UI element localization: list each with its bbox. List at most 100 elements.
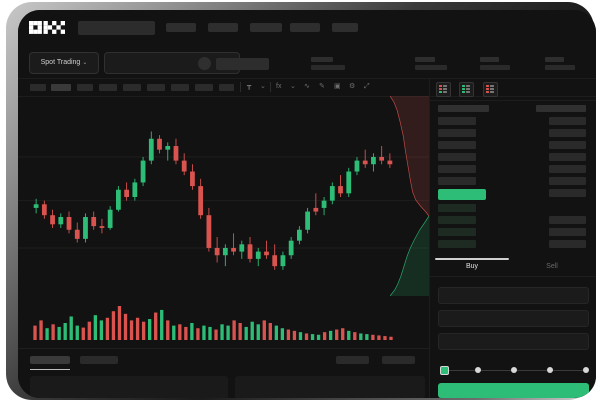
orderbook-ask-row[interactable] bbox=[438, 117, 476, 125]
slider-node-25[interactable] bbox=[475, 367, 481, 373]
slider-node-75[interactable] bbox=[547, 367, 553, 373]
orderbook-ask-amount bbox=[549, 117, 586, 125]
stat-24h-low bbox=[415, 57, 447, 70]
nav-item-1[interactable] bbox=[166, 23, 196, 32]
stat-value bbox=[545, 65, 575, 70]
indicators-icon[interactable]: fх bbox=[276, 83, 282, 90]
total-field[interactable] bbox=[438, 333, 589, 350]
tab-buy[interactable]: Buy bbox=[465, 263, 479, 270]
amount-percentage-slider[interactable] bbox=[440, 366, 590, 376]
tabs-divider bbox=[430, 276, 596, 277]
timeframe-button-3[interactable] bbox=[77, 84, 93, 91]
tab-sell[interactable]: Sell bbox=[546, 263, 558, 270]
orderbook-divider bbox=[430, 100, 596, 101]
timeframe-button-7[interactable] bbox=[171, 84, 189, 91]
order-book[interactable] bbox=[430, 102, 596, 256]
orderbook-ask-row[interactable] bbox=[438, 153, 476, 161]
coin-name-placeholder bbox=[216, 58, 269, 70]
timeframe-button-6[interactable] bbox=[147, 84, 165, 91]
stat-value bbox=[415, 65, 447, 70]
slider-node-50[interactable] bbox=[511, 367, 517, 373]
timeframe-button-5[interactable] bbox=[123, 84, 141, 91]
stat-24h-change bbox=[545, 57, 575, 70]
orderbook-bid-row[interactable] bbox=[438, 216, 476, 224]
orderbook-ask-row[interactable] bbox=[438, 165, 476, 173]
toolbar-divider bbox=[240, 82, 241, 92]
chevron-down-icon[interactable]: ⌄ bbox=[260, 83, 266, 90]
bottom-card-2 bbox=[235, 376, 425, 398]
bottom-tab-open-orders[interactable] bbox=[30, 356, 70, 364]
bottom-tab-active-underline bbox=[30, 369, 70, 370]
orderbook-mode-asks[interactable] bbox=[482, 82, 498, 97]
line-wave-icon[interactable]: ∿ bbox=[304, 83, 310, 90]
timeframe-button-2[interactable] bbox=[51, 84, 71, 91]
orderbook-ask-row[interactable] bbox=[438, 141, 476, 149]
orderbook-bid-amount bbox=[549, 228, 586, 236]
stat-label bbox=[311, 57, 333, 62]
timeframe-button-1[interactable] bbox=[30, 84, 46, 91]
orderbook-bid-row[interactable] bbox=[438, 228, 476, 236]
orderbook-bid-row[interactable] bbox=[438, 204, 476, 212]
submit-buy-button[interactable] bbox=[438, 383, 589, 398]
orderbook-ask-row[interactable] bbox=[438, 177, 476, 185]
okx-logo[interactable] bbox=[29, 21, 69, 34]
orderbook-ask-row[interactable] bbox=[438, 129, 476, 137]
timeframe-button-9[interactable] bbox=[219, 84, 234, 91]
depth-chart-overlay bbox=[390, 96, 429, 296]
orderbook-header-left bbox=[438, 105, 489, 112]
chart-toolbar: ┳ ⌄ fх ⌄ ∿ ✎ ▣ ⚙ ⤢ bbox=[18, 78, 596, 97]
price-chart[interactable] bbox=[18, 96, 429, 296]
orderbook-bid-row[interactable] bbox=[438, 240, 476, 248]
okx-trading-app: Spot Trading⌄ ⌄ bbox=[18, 10, 596, 398]
orders-panel bbox=[18, 348, 429, 398]
right-panel: Buy Sell bbox=[429, 78, 596, 398]
orderbook-mode-both[interactable] bbox=[436, 82, 451, 97]
nav-item-3[interactable] bbox=[250, 23, 282, 32]
search-input[interactable] bbox=[78, 21, 155, 35]
candlestick-icon[interactable]: ┳ bbox=[247, 83, 252, 90]
orderbook-ask-amount bbox=[549, 165, 586, 173]
price-field[interactable] bbox=[438, 287, 589, 304]
nav-item-4[interactable] bbox=[290, 23, 320, 32]
timeframe-button-8[interactable] bbox=[195, 84, 213, 91]
orderbook-bid-amount bbox=[549, 240, 586, 248]
settings-gear-icon[interactable]: ⚙ bbox=[349, 83, 356, 90]
slider-node-100[interactable] bbox=[583, 367, 589, 373]
pencil-icon[interactable]: ✎ bbox=[319, 83, 325, 90]
stat-label bbox=[545, 57, 564, 62]
orderbook-ask-amount bbox=[549, 153, 586, 161]
orderbook-ask-amount bbox=[549, 129, 586, 137]
stat-label bbox=[415, 57, 435, 62]
screen: Spot Trading⌄ ⌄ bbox=[18, 10, 596, 398]
orderbook-ask-amount bbox=[549, 141, 586, 149]
camera-icon[interactable]: ▣ bbox=[334, 83, 341, 90]
coin-avatar bbox=[198, 57, 211, 70]
chevron-down-icon-2[interactable]: ⌄ bbox=[290, 83, 296, 90]
top-navigation-bar bbox=[18, 10, 596, 46]
bottom-tab-order-history[interactable] bbox=[80, 356, 118, 364]
tab-active-indicator bbox=[435, 258, 509, 260]
trade-form: Buy Sell bbox=[430, 254, 596, 398]
volume-chart bbox=[18, 302, 429, 346]
tablet-bezel: Spot Trading⌄ ⌄ bbox=[6, 2, 596, 400]
orderbook-bid-amount bbox=[549, 189, 586, 197]
toolbar-divider-2 bbox=[270, 82, 271, 92]
orderbook-mode-bids[interactable] bbox=[459, 82, 475, 97]
bottom-action-1[interactable] bbox=[336, 356, 369, 364]
orderbook-last-price bbox=[438, 189, 486, 200]
nav-item-5[interactable] bbox=[332, 23, 358, 32]
fullscreen-icon[interactable]: ⤢ bbox=[364, 83, 370, 90]
stat-24h-high bbox=[311, 57, 345, 70]
stat-value bbox=[480, 65, 510, 70]
bottom-card-1 bbox=[30, 376, 228, 398]
amount-field[interactable] bbox=[438, 310, 589, 327]
slider-handle[interactable] bbox=[440, 366, 449, 375]
nav-item-2[interactable] bbox=[208, 23, 238, 32]
spot-trading-dropdown[interactable]: Spot Trading ⌄ bbox=[29, 52, 99, 74]
timeframe-button-4[interactable] bbox=[99, 84, 117, 91]
orderbook-bid-amount bbox=[549, 216, 586, 224]
bottom-action-2[interactable] bbox=[382, 356, 415, 364]
orderbook-ask-amount bbox=[549, 177, 586, 185]
orderbook-mode-toggles bbox=[436, 82, 502, 98]
